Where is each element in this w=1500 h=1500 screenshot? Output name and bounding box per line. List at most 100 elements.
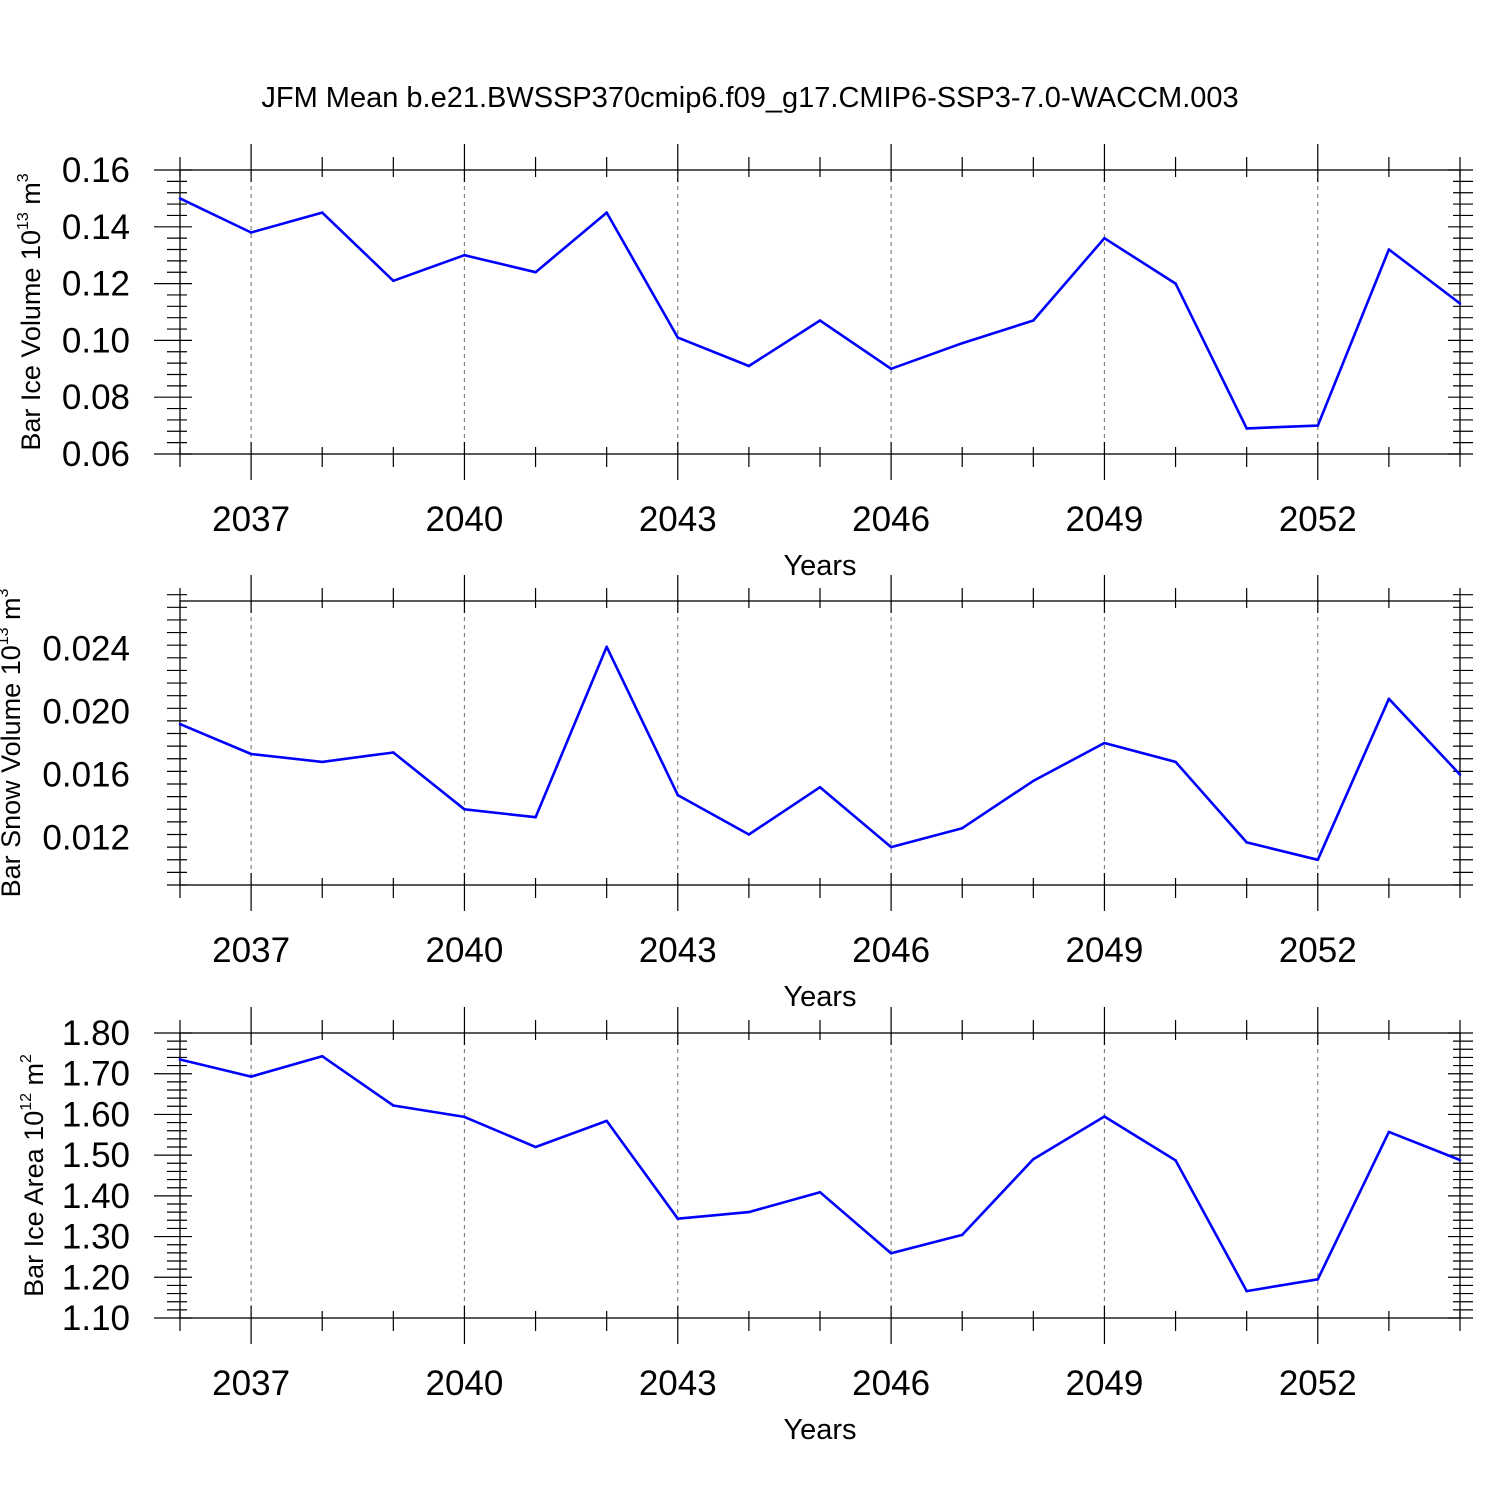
y-tick-label: 0.10 xyxy=(62,321,130,360)
data-point xyxy=(249,231,253,234)
data-point xyxy=(960,826,964,830)
x-tick-label: 2052 xyxy=(1279,931,1357,970)
data-point xyxy=(463,1115,466,1119)
x-tick-label: 2037 xyxy=(212,1364,290,1403)
data-point xyxy=(1174,760,1177,764)
data-point xyxy=(960,341,964,345)
data-point xyxy=(818,319,822,322)
data-point xyxy=(1032,1157,1035,1161)
x-tick-label: 2040 xyxy=(426,931,504,970)
data-point xyxy=(1245,841,1248,844)
data-point xyxy=(1458,1158,1462,1162)
data-point xyxy=(320,211,324,214)
x-tick-label: 2052 xyxy=(1279,1364,1357,1403)
x-tick-label: 2049 xyxy=(1066,1364,1144,1403)
y-tick-label: 1.20 xyxy=(62,1258,130,1297)
data-point xyxy=(1032,319,1035,322)
data-point xyxy=(889,845,893,849)
data-point xyxy=(747,364,751,368)
y-axis-label-superscript: 3 xyxy=(15,173,32,182)
data-point xyxy=(818,1190,822,1194)
y-tick-label: 1.70 xyxy=(62,1055,130,1094)
data-point xyxy=(818,785,822,789)
y-axis-label-superscript: 2 xyxy=(18,1054,35,1063)
data-point xyxy=(605,211,608,214)
data-point xyxy=(1174,1159,1177,1162)
data-point xyxy=(1316,858,1320,862)
x-tick-label: 2037 xyxy=(212,931,290,970)
data-point xyxy=(178,197,182,200)
x-tick-label: 2052 xyxy=(1279,500,1357,539)
panel-1: 2037 2040 2043 2046 2049 2052 0.06 0.08 0.10 0.12… xyxy=(15,144,1473,582)
data-point xyxy=(1245,427,1248,430)
data-point xyxy=(392,751,395,754)
y-axis-label: Bar Ice Area 1012 m2 xyxy=(18,1054,49,1297)
data-point xyxy=(747,1210,751,1214)
y-tick-label: 0.08 xyxy=(62,378,130,417)
data-point xyxy=(747,833,751,836)
data-point xyxy=(1316,424,1320,427)
y-axis-label: Bar Snow Volume 1013 m3 xyxy=(0,588,26,897)
data-point xyxy=(178,722,182,726)
y-axis-label-part: m xyxy=(19,1063,49,1093)
data-point xyxy=(605,645,608,649)
y-tick-label: 0.016 xyxy=(42,756,130,795)
y-axis-label-part: Bar Ice Volume 10 xyxy=(16,230,46,451)
data-point xyxy=(676,793,680,797)
data-point xyxy=(249,1075,253,1078)
y-tick-label: 0.06 xyxy=(62,435,130,474)
data-point xyxy=(1245,1289,1248,1293)
y-tick-label: 0.020 xyxy=(42,692,130,731)
y-axis-label-part: Bar Ice Area 10 xyxy=(19,1111,49,1297)
x-tick-label: 2043 xyxy=(639,500,717,539)
y-tick-label: 1.30 xyxy=(62,1218,130,1257)
y-tick-label: 1.50 xyxy=(62,1136,130,1175)
data-point xyxy=(605,1119,608,1123)
data-point xyxy=(676,336,680,339)
y-tick-label: 0.16 xyxy=(62,151,130,190)
data-point xyxy=(320,760,324,764)
y-axis-label-superscript: 13 xyxy=(0,627,12,645)
x-axis-label: Years xyxy=(783,1414,856,1446)
y-tick-label: 1.60 xyxy=(62,1095,130,1134)
data-point xyxy=(1458,302,1462,305)
y-tick-label: 0.14 xyxy=(62,208,130,247)
data-point xyxy=(889,1251,893,1255)
data-point xyxy=(534,815,537,819)
data-point xyxy=(463,807,466,811)
panel-3: 2037 2040 2043 2046 2049 2052 1.101.201.301.40… xyxy=(18,1007,1473,1446)
y-axis-label-superscript: 12 xyxy=(18,1093,35,1111)
data-point xyxy=(392,1104,395,1107)
data-point xyxy=(1103,1115,1106,1118)
x-axis-label: Years xyxy=(783,550,856,582)
y-tick-label: 1.10 xyxy=(62,1299,130,1338)
data-point xyxy=(1032,779,1035,783)
data-point xyxy=(463,253,466,257)
data-point xyxy=(534,1145,537,1149)
x-tick-label: 2046 xyxy=(852,1364,930,1403)
data-point xyxy=(392,279,395,283)
data-point xyxy=(960,1233,964,1237)
x-tick-label: 2049 xyxy=(1066,500,1144,539)
data-point xyxy=(1387,697,1391,701)
y-axis-label-part: Bar Snow Volume 10 xyxy=(0,645,26,897)
y-tick-label: 0.12 xyxy=(62,265,130,304)
y-tick-label: 1.40 xyxy=(62,1177,130,1216)
data-point xyxy=(1316,1278,1320,1281)
x-tick-label: 2037 xyxy=(212,500,290,539)
panels: 2037 2040 2043 2046 2049 2052 0.06 0.08 0.10 0.12… xyxy=(0,144,1473,1446)
x-tick-label: 2046 xyxy=(852,931,930,970)
data-point xyxy=(1387,248,1391,251)
x-tick-label: 2040 xyxy=(426,1364,504,1403)
y-tick-label: 0.024 xyxy=(42,629,130,668)
data-point xyxy=(1103,236,1106,240)
x-tick-label: 2049 xyxy=(1066,931,1144,970)
y-axis-label: Bar Ice Volume 1013 m3 xyxy=(15,173,46,450)
data-point xyxy=(1103,741,1106,745)
y-axis-label-superscript: 13 xyxy=(15,212,32,230)
data-point xyxy=(1387,1130,1391,1134)
data-point xyxy=(889,367,893,371)
x-tick-label: 2043 xyxy=(639,1364,717,1403)
